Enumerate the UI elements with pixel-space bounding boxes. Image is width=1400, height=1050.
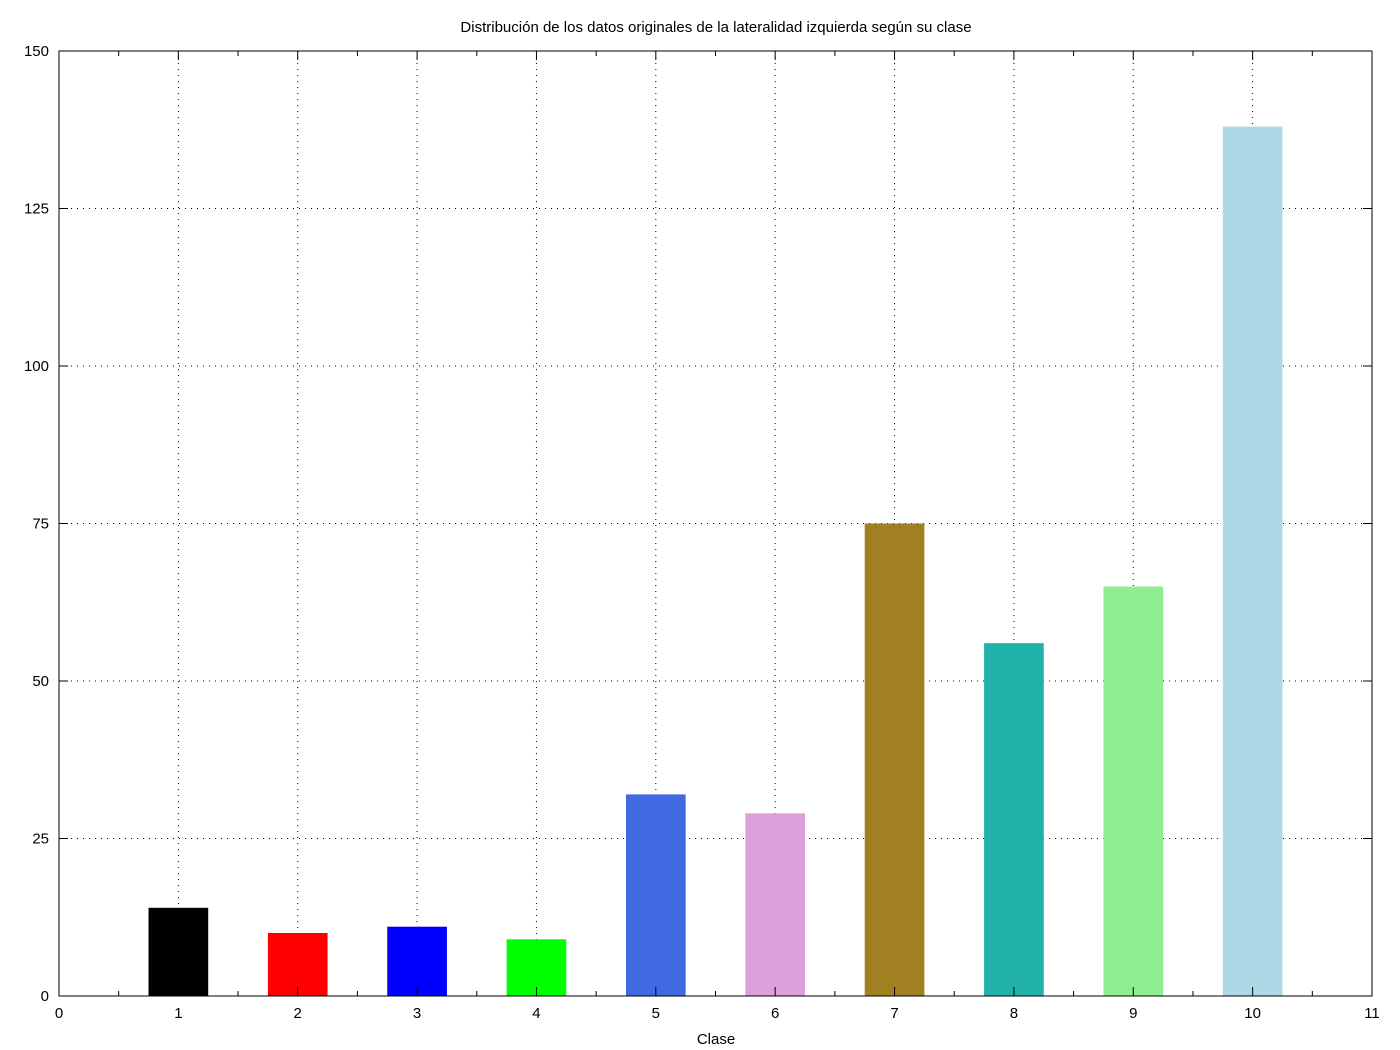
bar-5: [625, 794, 686, 996]
y-tick-label: 125: [24, 201, 49, 218]
grid-lines: [59, 51, 1372, 996]
y-tick-label: 50: [32, 673, 49, 690]
y-tick-label: 75: [32, 516, 49, 533]
x-tick-label: 7: [890, 1005, 898, 1022]
bars: [148, 126, 1283, 997]
x-tick-labels: 0 1 2 3 4 5 6 7 8 9 10 11: [55, 1005, 1380, 1022]
x-tick-label: 6: [771, 1005, 779, 1022]
y-tick-label: 0: [41, 988, 49, 1005]
bar-1: [148, 907, 209, 996]
bar-9: [1103, 586, 1164, 996]
y-tick-label: 150: [24, 43, 49, 60]
x-tick-label: 5: [652, 1005, 660, 1022]
chart-title: Distribución de los datos originales de …: [460, 19, 971, 36]
x-tick-label: 1: [174, 1005, 182, 1022]
x-tick-label: 4: [532, 1005, 540, 1022]
x-tick-label: 3: [413, 1005, 421, 1022]
x-tick-label: 10: [1244, 1005, 1261, 1022]
x-tick-label: 11: [1364, 1005, 1380, 1022]
y-tick-label: 100: [24, 358, 49, 375]
bar-6: [745, 813, 806, 996]
bar-4: [506, 939, 567, 996]
bar-7: [864, 523, 925, 996]
x-tick-label: 8: [1010, 1005, 1018, 1022]
y-tick-labels: 0 25 50 75 100 125 150: [24, 43, 49, 1005]
x-axis-label: Clase: [697, 1031, 735, 1048]
bar-2: [267, 933, 328, 996]
bar-3: [387, 926, 447, 996]
x-tick-label: 0: [55, 1005, 63, 1022]
y-tick-label: 25: [32, 831, 49, 848]
x-tick-label: 9: [1129, 1005, 1137, 1022]
bar-8: [984, 643, 1044, 996]
bar-10: [1222, 126, 1283, 997]
axis-ticks: [58, 50, 1373, 997]
x-tick-label: 2: [294, 1005, 302, 1022]
